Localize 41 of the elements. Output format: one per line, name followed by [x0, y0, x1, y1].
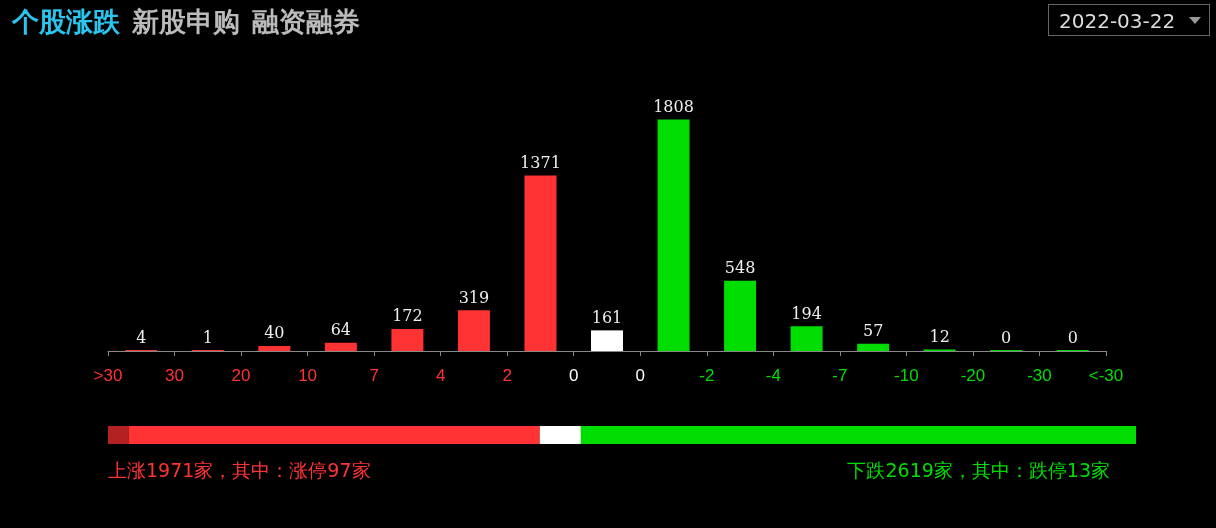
- data-label: 194: [791, 303, 822, 323]
- text: 下跌2619家，其中：跌停13家: [847, 458, 1110, 481]
- text: 2022-03-22: [1059, 9, 1176, 33]
- data-label: 40: [264, 323, 285, 343]
- text: 融资融券: [252, 6, 360, 37]
- data-label: 0: [1067, 327, 1078, 347]
- x-tick-label: 0: [635, 366, 645, 385]
- data-label: 319: [458, 287, 490, 307]
- text: 上涨1971家，其中：涨停97家: [108, 458, 371, 481]
- data-label: 161: [591, 307, 623, 327]
- x-tick-label: 10: [298, 366, 318, 385]
- data-label: 172: [392, 306, 423, 326]
- text: 新股申购: [132, 6, 240, 37]
- x-tick-label: -10: [894, 366, 919, 385]
- data-label: 57: [862, 321, 884, 341]
- data-label: 4: [136, 327, 147, 347]
- bar: [108, 426, 129, 444]
- x-tick-label: -7: [832, 366, 848, 385]
- x-tick-label: 20: [231, 366, 251, 385]
- bar: [128, 426, 540, 444]
- x-tick-label: 4: [435, 366, 446, 385]
- data-label: 1371: [520, 152, 561, 172]
- data-label: 0: [1001, 327, 1012, 347]
- data-label: 548: [724, 258, 756, 278]
- x-tick-label: 7: [369, 366, 379, 385]
- chart-title: 个股涨跌: [12, 6, 120, 37]
- x-tick-label: -2: [699, 366, 715, 385]
- x-tick-label: -20: [960, 366, 986, 385]
- data-label: 1808: [653, 96, 694, 116]
- data-label: 64: [330, 320, 352, 340]
- x-tick-label: 0: [569, 366, 579, 385]
- x-tick-label: -30: [1027, 366, 1052, 385]
- x-tick-label: -4: [765, 366, 781, 385]
- x-tick-label: >30: [93, 366, 123, 385]
- x-tick-label: 30: [165, 366, 184, 385]
- x-tick-label: 2: [502, 366, 512, 385]
- data-label: 12: [929, 326, 950, 346]
- bar: [580, 426, 1136, 444]
- data-label: 1: [202, 327, 213, 347]
- bar: [539, 426, 581, 444]
- x-tick-label: <-30: [1088, 366, 1124, 385]
